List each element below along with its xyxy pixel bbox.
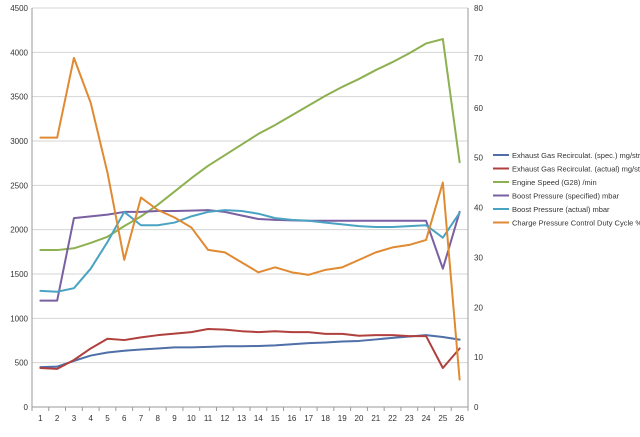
y-right-tick-label: 10 <box>474 353 483 362</box>
x-tick-label: 22 <box>388 414 397 423</box>
series-line-1 <box>39 334 461 369</box>
series-line-3 <box>39 38 461 252</box>
series-line-2 <box>39 327 461 370</box>
x-tick-label: 16 <box>287 414 296 423</box>
x-tick-label: 13 <box>237 414 246 423</box>
x-tick-label: 2 <box>55 414 60 423</box>
y-right-tick-label: 0 <box>474 403 479 412</box>
x-tick-label: 17 <box>304 414 313 423</box>
y-left-tick-label: 3000 <box>10 137 28 146</box>
y-left-tick-label: 2500 <box>10 181 28 190</box>
x-tick-label: 5 <box>105 414 110 423</box>
x-tick-label: 11 <box>204 414 213 423</box>
gridlines <box>32 7 468 364</box>
x-tick-label: 19 <box>338 414 347 423</box>
y-left-tick-label: 0 <box>24 403 29 412</box>
legend-label: Boost Pressure (actual) mbar <box>512 205 610 214</box>
legend-label: Charge Pressure Control Duty Cycle % <box>512 219 640 228</box>
y-right-tick-label: 20 <box>474 303 483 312</box>
y-left-tick-label: 4500 <box>10 4 28 13</box>
series-line-6 <box>39 56 461 381</box>
x-tick-label: 18 <box>321 414 330 423</box>
plot-area <box>32 8 468 407</box>
x-tick-label: 25 <box>438 414 447 423</box>
y-left-tick-label: 500 <box>15 359 29 368</box>
legend: Exhaust Gas Recirculat. (spec.) mg/str Ex… <box>493 151 640 228</box>
legend-label: Engine Speed (G28) /min <box>512 178 597 187</box>
legend-label: Boost Pressure (specified) mbar <box>512 192 620 201</box>
x-tick-label: 3 <box>72 414 77 423</box>
x-tick-label: 26 <box>455 414 464 423</box>
y-right-tick-label: 70 <box>474 54 483 63</box>
x-tick-label: 12 <box>220 414 229 423</box>
x-tick-label: 7 <box>139 414 144 423</box>
x-tick-label: 1 <box>38 414 43 423</box>
y-right-tick-label: 40 <box>474 204 483 213</box>
y-left-tick-label: 2000 <box>10 226 28 235</box>
series-line-4 <box>39 209 461 302</box>
x-tick-label: 21 <box>371 414 380 423</box>
axes: 0 500 1000 1500 2000 2500 3000 3500 4000 4500 0 10 2… <box>10 4 483 423</box>
x-tick-label: 4 <box>88 414 93 423</box>
y-right-tick-label: 60 <box>474 104 483 113</box>
x-tick-label: 14 <box>254 414 263 423</box>
legend-label: Exhaust Gas Recirculat. (actual) mg/str <box>512 165 640 174</box>
y-right-tick-label: 80 <box>474 4 483 13</box>
y-left-tick-label: 1500 <box>10 270 28 279</box>
x-tick-label: 8 <box>156 414 161 423</box>
x-tick-label: 24 <box>422 414 431 423</box>
y-left-tick-label: 4000 <box>10 48 28 57</box>
x-tick-label: 10 <box>187 414 196 423</box>
series-lines <box>39 38 461 381</box>
legend-label: Exhaust Gas Recirculat. (spec.) mg/str <box>512 151 640 160</box>
x-tick-label: 9 <box>172 414 177 423</box>
x-tick-label: 23 <box>405 414 414 423</box>
x-tick-label: 20 <box>355 414 364 423</box>
y-left-tick-label: 3500 <box>10 93 28 102</box>
x-tick-label: 15 <box>271 414 280 423</box>
y-left-tick-label: 1000 <box>10 314 28 323</box>
y-right-tick-label: 30 <box>474 253 483 262</box>
series-line-5 <box>39 209 461 293</box>
x-tick-label: 6 <box>122 414 127 423</box>
y-right-tick-label: 50 <box>474 154 483 163</box>
